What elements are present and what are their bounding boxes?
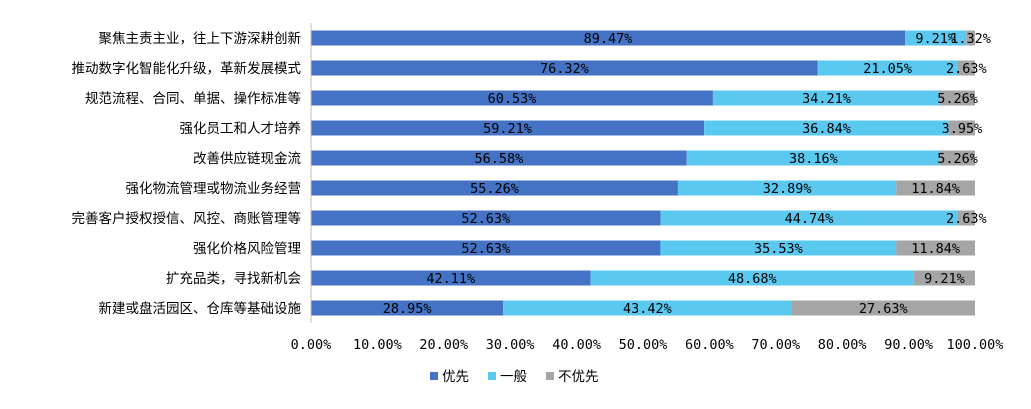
data-label-not-priority: 5.26% — [937, 151, 978, 167]
x-tick-label: 50.00% — [619, 337, 668, 353]
data-label-normal: 44.74% — [785, 211, 834, 227]
bar-not-priority — [948, 120, 975, 136]
bar-normal — [677, 180, 897, 196]
data-labels: 89.47% 9.21%1.32%76.32% 21.05% 2.63%60.53% 3… — [383, 31, 991, 317]
bar-priority — [311, 150, 687, 166]
bar-normal — [712, 90, 941, 106]
data-label-normal: 21.05% — [863, 61, 912, 77]
data-label-priority: 55.26% — [470, 181, 519, 197]
data-label-normal: 38.16% — [789, 151, 838, 167]
data-label-normal: 48.68% — [728, 271, 777, 287]
x-tick-label: 0.00% — [291, 337, 332, 353]
data-label-normal: 43.42% — [623, 301, 672, 317]
x-tick-label: 20.00% — [419, 337, 468, 353]
bar-normal — [704, 120, 949, 136]
legend-label-normal: 一般 — [500, 369, 528, 385]
x-tick-label: 10.00% — [353, 337, 402, 353]
data-label-priority: 42.11% — [426, 271, 475, 287]
bar-normal — [503, 300, 792, 316]
bar-priority — [311, 300, 504, 316]
data-label-priority: 59.21% — [483, 121, 532, 137]
bar-not-priority — [957, 210, 975, 226]
bar-not-priority — [957, 60, 975, 76]
data-label-normal: 34.21% — [802, 91, 851, 107]
x-tick-label: 60.00% — [685, 337, 734, 353]
bar-not-priority — [940, 150, 975, 166]
legend-label-priority: 优先 — [442, 369, 469, 385]
legend: 优先 一般 不优先 — [430, 369, 599, 385]
bar-normal — [660, 240, 897, 256]
category-label: 推动数字化智能化升级，革新发展模式 — [72, 61, 302, 77]
data-label-normal: 35.53% — [754, 241, 803, 257]
x-tick-label: 100.00% — [947, 337, 1004, 353]
category-label: 强化员工和人才培养 — [180, 121, 302, 137]
bar-normal — [590, 270, 914, 286]
data-label-not-priority: 27.63% — [859, 301, 908, 317]
data-label-priority: 76.32% — [540, 61, 589, 77]
data-label-normal: 9.21% — [915, 31, 956, 47]
data-label-normal: 32.89% — [763, 181, 812, 197]
bar-priority — [311, 180, 678, 196]
legend-swatch-priority — [430, 372, 438, 380]
data-label-not-priority: 9.21% — [924, 271, 965, 287]
data-label-not-priority: 3.95% — [942, 121, 983, 137]
data-label-priority: 52.63% — [461, 241, 510, 257]
bar-priority — [311, 270, 591, 286]
data-label-not-priority: 2.63% — [946, 61, 987, 77]
bar-priority — [311, 30, 906, 46]
data-label-priority: 89.47% — [584, 31, 633, 47]
bar-normal — [905, 30, 967, 46]
x-tick-label: 90.00% — [884, 337, 933, 353]
category-label: 聚焦主责主业，往上下游深耕创新 — [99, 30, 302, 47]
bar-not-priority — [791, 300, 975, 316]
legend-label-not-priority: 不优先 — [558, 369, 599, 385]
category-label: 强化物流管理或物流业务经营 — [126, 181, 302, 197]
x-tick-label: 30.00% — [486, 337, 535, 353]
bar-priority — [311, 240, 661, 256]
data-label-not-priority: 5.26% — [937, 91, 978, 107]
bar-not-priority — [940, 90, 975, 106]
data-label-priority: 56.58% — [474, 151, 523, 167]
bar-priority — [311, 60, 818, 76]
bar-priority — [311, 90, 713, 106]
legend-swatch-normal — [488, 372, 496, 380]
x-tick-label: 40.00% — [552, 337, 601, 353]
bar-not-priority — [913, 270, 975, 286]
category-label: 新建或盘活园区、仓库等基础设施 — [99, 300, 302, 317]
legend-swatch-not-priority — [546, 372, 554, 380]
data-label-priority: 28.95% — [383, 301, 432, 317]
bar-normal — [817, 60, 958, 76]
bar-normal — [660, 210, 958, 226]
data-label-not-priority: 11.84% — [911, 241, 960, 257]
bar-not-priority — [896, 180, 975, 196]
category-label: 扩充品类，寻找新机会 — [166, 271, 301, 287]
category-label: 强化价格风险管理 — [193, 241, 301, 257]
bar-not-priority — [966, 30, 975, 46]
category-label: 完善客户授权授信、风控、商账管理等 — [72, 210, 302, 227]
bar-priority — [311, 210, 661, 226]
bars-group — [311, 30, 975, 316]
data-label-priority: 60.53% — [488, 91, 537, 107]
x-tick-label: 80.00% — [818, 337, 867, 353]
bar-not-priority — [896, 240, 975, 256]
x-tick-label: 70.00% — [751, 337, 800, 353]
data-label-priority: 52.63% — [461, 211, 510, 227]
category-label: 改善供应链现金流 — [193, 150, 301, 167]
data-label-not-priority: 11.84% — [911, 181, 960, 197]
bar-priority — [311, 120, 705, 136]
x-axis: 0.00% 10.00% 20.00% 30.00% 40.00% 50.00% 60.00… — [291, 23, 1004, 353]
category-labels: 聚焦主责主业，往上下游深耕创新推动数字化智能化升级，革新发展模式规范流程、合同、… — [72, 30, 302, 317]
data-label-normal: 36.84% — [802, 121, 851, 137]
data-label-not-priority: 1.32% — [950, 31, 991, 47]
data-label-not-priority: 2.63% — [946, 211, 987, 227]
category-label: 规范流程、合同、单据、操作标准等 — [85, 90, 301, 107]
bar-normal — [686, 150, 941, 166]
